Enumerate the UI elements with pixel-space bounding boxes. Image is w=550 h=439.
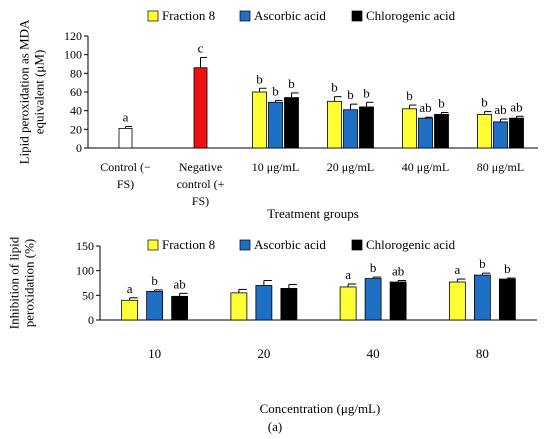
x-axis-title: Concentration (μg/mL)	[260, 401, 381, 416]
significance-letter: ab	[392, 264, 404, 279]
series-bar	[498, 278, 516, 321]
y-axis-label: Inhibition of lipidperoxidation (%)	[7, 236, 37, 329]
x-category-label: 80 μg/mL	[477, 160, 524, 174]
x-category-label: 10	[148, 346, 161, 361]
significance-letter: ab	[419, 100, 431, 115]
legend-entry: Chlorogenic acid	[366, 8, 456, 23]
series-bar	[364, 278, 382, 321]
series-bar	[284, 97, 299, 149]
series-bar	[448, 281, 466, 321]
significance-letter: a	[127, 281, 133, 296]
series-bar	[493, 121, 508, 149]
x-axis-title: Treatment groups	[267, 206, 359, 221]
x-category-label: 80	[476, 346, 489, 361]
y-tick-label: 100	[76, 264, 94, 278]
series-bar	[252, 91, 267, 149]
x-category-label: 20	[257, 346, 270, 361]
significance-letter: b	[363, 85, 370, 100]
series-bar	[146, 290, 164, 321]
significance-letter: b	[331, 80, 338, 95]
y-tick-label: 120	[64, 29, 82, 43]
significance-letter: b	[481, 95, 488, 110]
legend-entry: Ascorbic acid	[254, 237, 326, 252]
chart-mda: Fraction 8 Ascorbic acid Chlorogenic acid 0…	[17, 8, 538, 221]
significance-letter: b	[151, 273, 158, 288]
legend-swatch	[351, 10, 363, 22]
x-category-label: 20 μg/mL	[327, 160, 374, 174]
significance-letter: ab	[494, 102, 506, 117]
significance-letter: a	[123, 110, 129, 125]
y-tick-label: 100	[64, 48, 82, 62]
x-category-label: Control (− FS)	[100, 160, 151, 191]
legend-entry: Chlorogenic acid	[366, 237, 456, 252]
legend-entry: Fraction 8	[162, 8, 215, 23]
series-bar	[402, 108, 417, 149]
significance-letter: b	[406, 88, 413, 103]
y-tick-label: 80	[70, 66, 82, 80]
series-bar	[327, 100, 342, 149]
series-bar	[434, 114, 449, 149]
series-bar	[343, 109, 358, 149]
series-bar	[389, 281, 407, 321]
series-bar	[418, 117, 433, 149]
control-bar	[193, 67, 208, 149]
y-tick-label: 20	[70, 122, 82, 136]
series-bar	[171, 295, 189, 321]
significance-letter: a	[454, 262, 460, 277]
significance-letter: b	[256, 71, 263, 86]
series-bar	[477, 114, 492, 149]
significance-letter: b	[438, 96, 445, 111]
series-bar	[359, 106, 374, 149]
significance-letter: b	[370, 260, 377, 275]
x-category-label: 40 μg/mL	[402, 160, 449, 174]
significance-letter: b	[479, 256, 486, 271]
series-bar	[255, 285, 273, 321]
series-bar	[121, 299, 139, 321]
y-axis-label: Lipid peroxidation as MDAequivalent (μM)	[17, 19, 47, 164]
significance-letter: b	[272, 83, 279, 98]
series-bar	[339, 286, 357, 321]
legend-entry: Fraction 8	[162, 237, 215, 252]
x-category-label: 40	[367, 346, 380, 361]
legend-swatch	[239, 239, 251, 251]
series-bar	[280, 288, 298, 321]
significance-letter: b	[504, 261, 511, 276]
legend-swatch	[351, 239, 363, 251]
control-bar	[118, 127, 133, 149]
x-category-label: Negative control (+ FS)	[177, 160, 225, 208]
y-tick-label: 0	[88, 313, 94, 327]
series-bar	[268, 101, 283, 149]
y-tick-label: 0	[76, 141, 82, 155]
significance-letter: a	[345, 267, 351, 282]
significance-letter: ab	[173, 276, 185, 291]
series-bar	[473, 274, 491, 321]
series-bar	[230, 292, 248, 321]
x-category-label: 10 μg/mL	[252, 160, 299, 174]
legend-swatch	[147, 10, 159, 22]
significance-letter: b	[347, 87, 354, 102]
significance-letter: b	[288, 76, 295, 91]
significance-letter: c	[198, 40, 204, 55]
y-tick-label: 50	[82, 288, 94, 302]
y-tick-label: 150	[76, 239, 94, 253]
y-tick-label: 40	[70, 104, 82, 118]
legend-swatch	[147, 239, 159, 251]
legend-swatch	[239, 10, 251, 22]
significance-letter: ab	[510, 99, 522, 114]
legend-entry: Ascorbic acid	[254, 8, 326, 23]
figure-caption: (a)	[268, 419, 282, 434]
series-bar	[509, 117, 524, 149]
chart-inhibition: Fraction 8 Ascorbic acid Chlorogenic acid 0…	[7, 236, 537, 416]
y-tick-label: 60	[70, 85, 82, 99]
